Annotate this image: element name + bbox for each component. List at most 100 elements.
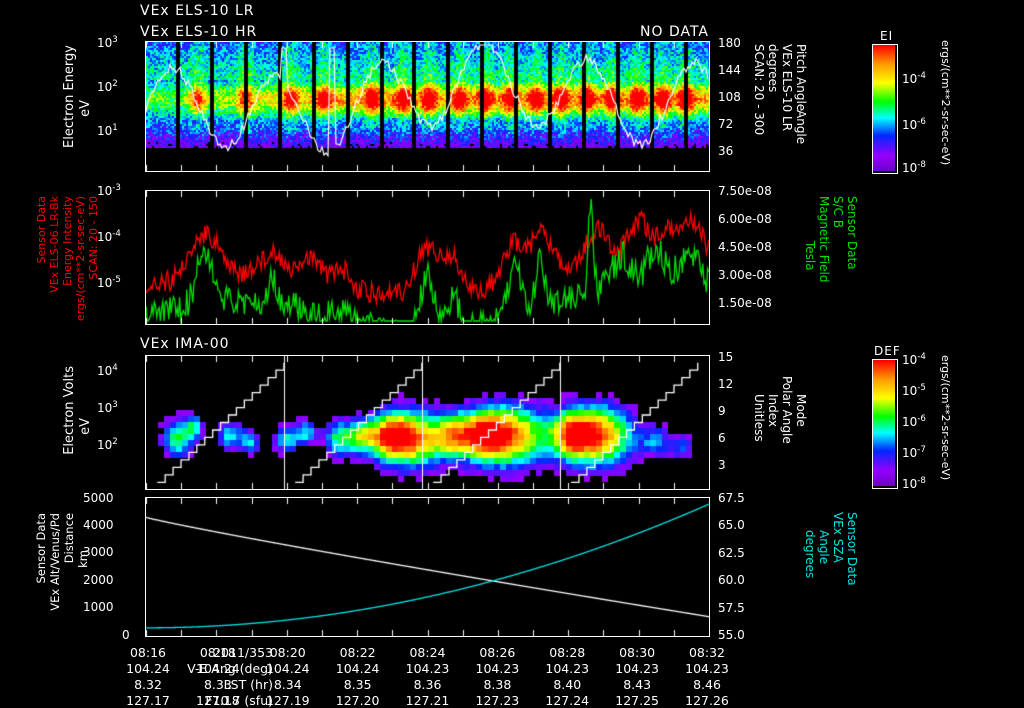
footer-cell: 08:16 <box>129 645 167 660</box>
footer-cell: 8.38 <box>483 677 512 692</box>
panel1-y-axis-title: Electron Energy <box>62 45 77 148</box>
panel3-right-label-4: Unitless <box>752 394 766 442</box>
panel2-ytick-1: 10-3 <box>97 183 121 198</box>
panel1-right-tick-108: 108 <box>718 90 741 104</box>
panel1-ytick-3: 103 <box>97 35 118 50</box>
footer-cell: 08:30 <box>619 645 656 660</box>
footer-cell: 127.20 <box>335 693 380 708</box>
panel1-no-data-label: NO DATA <box>640 24 710 40</box>
panel2-left-label-2: VEx ELS-06 LR-Bk <box>48 196 61 293</box>
footer-cell: 104.24 <box>126 661 170 676</box>
panel4-ytick-3000: 3000 <box>83 545 114 559</box>
panel3-ytick-2: 102 <box>97 437 118 452</box>
panel1-right-label-3: Angle <box>794 110 808 145</box>
panel2-right-tick-2: 6.00e-08 <box>718 212 772 226</box>
panel3-right-label-2: Polar Angle <box>780 376 794 444</box>
panel3-colorbar-tick-4: 10-7 <box>902 445 926 460</box>
panel2-left-label-3: Energy Intensity <box>61 196 74 286</box>
panel4-right-tick-1: 67.5 <box>718 491 745 505</box>
panel2-right-label-1: Sensor Data <box>845 196 859 270</box>
footer-cell: 127.23 <box>475 693 520 708</box>
panel1-colorbar-tick-2: 10-6 <box>902 117 926 132</box>
footer-cell: 08:22 <box>339 645 376 660</box>
panel4-right-label-1: Sensor Data <box>845 512 859 586</box>
panel2-left-label-5: SCAN: 20 - 150 <box>87 196 100 280</box>
panel3-y-axis-units: eV <box>78 418 93 435</box>
panel1-right-label-5: SCAN: 20 - 300 <box>752 44 766 136</box>
panel1-right-tick-144: 144 <box>718 63 741 77</box>
footer-cell: 104.24 <box>265 661 310 676</box>
panel2-right-label-3: Magnetic Field <box>817 196 831 283</box>
panel1-colorbar-tick-3: 10-8 <box>902 160 926 175</box>
panel1-colorbar-units: ergs/(cm**2-sr-sec-eV) <box>939 40 952 166</box>
panel3-right-label-3: Index <box>766 394 780 428</box>
footer-cell: 8.46 <box>693 677 721 692</box>
footer-cell: 8.40 <box>553 677 582 692</box>
footer-row-label-2: LST (hr) <box>223 677 273 692</box>
footer-cell: 08:18 <box>199 645 236 660</box>
panel2-right-tick-3: 4.50e-08 <box>718 240 772 254</box>
panel4-right-tick-3: 62.5 <box>718 546 745 560</box>
panel1-ytick-2: 102 <box>97 79 118 94</box>
footer-cell: 104.23 <box>475 661 520 676</box>
footer-cell: 8.43 <box>623 677 652 692</box>
panel4-left-label-3: Distance <box>62 513 76 564</box>
footer-cell: 104.23 <box>545 661 590 676</box>
footer-cell: 127.17 <box>126 693 170 708</box>
panel1-right-tick-180: 180 <box>718 36 741 50</box>
footer-cell: 8.34 <box>273 677 302 692</box>
panel1-colorbar-title: EI <box>880 29 894 43</box>
footer-cell: 104.23 <box>615 661 659 676</box>
panel2-right-tick-1: 7.50e-08 <box>718 184 772 198</box>
panel4-right-tick-2: 65.0 <box>718 518 745 532</box>
panel4-ytick-0: 0 <box>122 628 130 642</box>
panel4-right-tick-6: 55.0 <box>718 628 745 642</box>
panel2-ytick-3: 10-5 <box>97 275 121 290</box>
footer-cell: 08:26 <box>479 645 516 660</box>
panel2-plot-area <box>145 190 710 325</box>
panel1-y-axis-units: eV <box>78 100 93 117</box>
panel4-ytick-4000: 4000 <box>83 518 114 532</box>
panel4-right-tick-5: 57.5 <box>718 601 745 615</box>
footer-cell: 127.18 <box>196 693 240 708</box>
panel3-colorbar-tick-5: 10-8 <box>902 476 926 491</box>
footer-row-label-1: V-E Ang (deg) <box>187 661 273 676</box>
panel1-plot-area <box>145 41 710 172</box>
panel2-right-tick-5: 1.50e-08 <box>718 296 772 310</box>
panel2-right-label-2: S/C B <box>831 196 845 229</box>
panel1-colorbar <box>872 44 898 174</box>
panel4-right-label-2: VEx SZA <box>831 512 845 563</box>
footer-cell: 8.32 <box>134 677 162 692</box>
footer-cell: 08:24 <box>409 645 446 660</box>
footer-cell: 104.23 <box>405 661 450 676</box>
panel3-colorbar-units: ergs/(cm**2-sr-sec-eV) <box>939 355 952 481</box>
panel4-left-label-4: km <box>76 550 90 568</box>
panel3-right-label-1: Mode <box>794 394 808 427</box>
panel1-right-label-4: degrees <box>766 44 780 93</box>
footer-cell: 08:20 <box>269 645 306 660</box>
footer-cell: 08:28 <box>549 645 586 660</box>
footer-cell: 104.23 <box>685 661 729 676</box>
panel1-title-hr: VEx ELS-10 HR <box>140 24 258 40</box>
footer-row-label-3: F10.7 (sfu) <box>205 693 273 708</box>
footer-cell: 8.36 <box>413 677 442 692</box>
panel3-plot-area <box>145 355 710 490</box>
panel1-right-label-2: VEx ELS-10 LR <box>780 44 794 132</box>
footer-cell: 127.21 <box>405 693 450 708</box>
panel1-colorbar-tick-1: 10-4 <box>902 71 926 86</box>
panel4-ytick-1000: 1000 <box>83 600 114 614</box>
panel4-left-label-2: VEx Alt/Venus/Pd <box>48 513 62 611</box>
panel3-right-tick-12: 12 <box>718 377 734 391</box>
footer-row-label-0: 2011/353 <box>213 645 273 660</box>
panel3-colorbar-tick-2: 10-5 <box>902 383 926 398</box>
panel3-right-tick-3: 3 <box>718 458 726 472</box>
footer-cell: 8.33 <box>203 677 232 692</box>
footer-cell: 127.19 <box>265 693 310 708</box>
panel1-y-axis-label: Electron Energy <box>62 45 77 148</box>
footer-cell: 104.24 <box>196 661 240 676</box>
footer-cell: 8.35 <box>343 677 372 692</box>
panel4-right-label-4: degrees <box>803 530 817 579</box>
panel4-right-tick-4: 60.0 <box>718 573 745 587</box>
panel3-right-tick-6: 6 <box>718 431 726 445</box>
panel1-right-tick-72: 72 <box>718 117 734 131</box>
